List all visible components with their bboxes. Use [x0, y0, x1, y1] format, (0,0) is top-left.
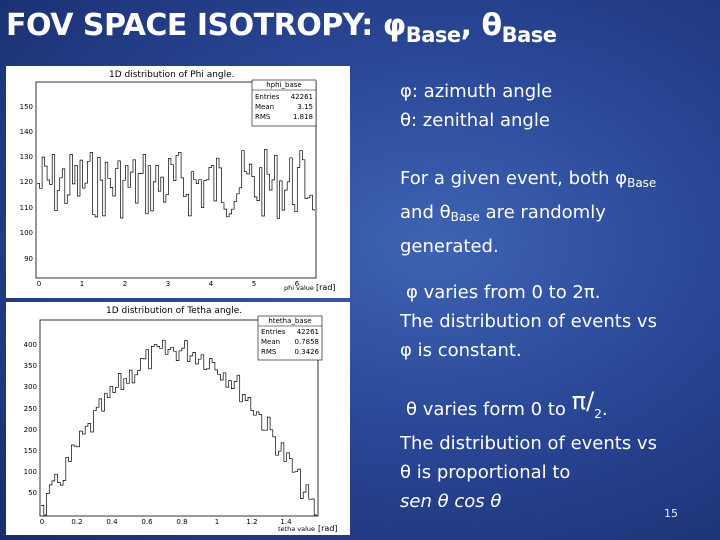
- para1-line2: and θBase are randomly: [400, 198, 656, 232]
- theta-stat-label: Mean: [261, 338, 280, 346]
- para1-line1: For a given event, both φBase: [400, 164, 656, 198]
- theta-stat-label: RMS: [261, 348, 277, 356]
- phi-xtick: 5: [252, 280, 256, 288]
- phi-histogram-svg: 1D distribution of Phi angle. 150 140 13…: [6, 66, 350, 298]
- phi-xtick: 6: [295, 280, 300, 288]
- para1-theta-sub: Base: [450, 210, 480, 224]
- para3-two: 2: [594, 407, 602, 421]
- paragraph-theta: θ varies form 0 to π/2. The distribution…: [400, 387, 657, 516]
- phi-definition: φ: azimuth angle: [400, 81, 553, 102]
- theta-stat-value: 0.3426: [295, 348, 320, 356]
- page-number: 15: [664, 507, 678, 520]
- title-phi: φ: [382, 8, 406, 43]
- title-text: FOV SPACE ISOTROPY:: [6, 8, 383, 43]
- theta-xtick: 0.8: [176, 518, 187, 526]
- para1-phi-sub: Base: [627, 176, 657, 190]
- para1-theta: θ: [439, 202, 451, 223]
- theta-ytick: 300: [24, 383, 37, 391]
- para2-line2: The distribution of events vs: [400, 311, 657, 332]
- para2-line3: φ is constant.: [400, 340, 522, 361]
- para3-dot: .: [601, 399, 608, 420]
- phi-ytick: 110: [20, 204, 33, 212]
- title-comma: ,: [460, 8, 482, 43]
- para3-text: θ varies form 0 to: [406, 399, 572, 420]
- theta-stat-value: 42261: [297, 328, 319, 336]
- theta-xtick: 0.4: [106, 518, 118, 526]
- para3-slash: /: [586, 387, 595, 415]
- angle-definitions: φ: azimuth angle θ: zenithal angle: [400, 77, 552, 135]
- phi-stats-box: [251, 79, 317, 127]
- para3-line2: The distribution of events vs: [400, 433, 657, 454]
- phi-xtick: 0: [37, 280, 41, 288]
- theta-xtick: 0: [40, 518, 44, 526]
- phi-xtick: 2: [123, 280, 127, 288]
- phi-ytick: 90: [24, 255, 33, 263]
- theta-unit: [rad]: [318, 524, 338, 533]
- phi-unit: [rad]: [316, 283, 336, 292]
- para1-line3: generated.: [400, 236, 499, 257]
- theta-definition: θ: zenithal angle: [400, 110, 550, 131]
- phi-xtick: 4: [209, 280, 214, 288]
- theta-xtick: 0.2: [71, 518, 82, 526]
- title-phi-sub: Base: [405, 23, 461, 47]
- phi-frame: [35, 81, 317, 279]
- phi-ytick: 140: [20, 128, 33, 136]
- theta-ytick: 350: [24, 362, 37, 370]
- phi-ytick: 120: [20, 178, 33, 186]
- phi-xtick: 1: [80, 280, 84, 288]
- theta-xtick: 0.6: [141, 518, 153, 526]
- title-theta: θ: [481, 8, 502, 43]
- theta-plot-title: 1D distribution of Tetha angle.: [106, 306, 242, 316]
- theta-histogram-line: [41, 339, 317, 516]
- theta-axis-label: tetha value: [278, 525, 315, 533]
- phi-stat-label: Mean: [255, 103, 274, 111]
- theta-ytick: 200: [24, 426, 37, 434]
- phi-stat-value: 42261: [291, 93, 313, 101]
- phi-stats-name: hphi_base: [266, 81, 301, 89]
- phi-histogram-line: [37, 149, 315, 219]
- theta-xtick: 1: [215, 518, 219, 526]
- theta-stats-name: htetha_base: [268, 317, 311, 325]
- theta-ytick: 250: [24, 405, 37, 413]
- phi-ytick: 100: [20, 229, 33, 237]
- phi-stat-label: RMS: [255, 113, 271, 121]
- theta-stat-value: 0.7858: [295, 338, 320, 346]
- theta-ytick: 150: [24, 447, 37, 455]
- para1-phi: φ: [615, 168, 628, 189]
- para3-line4: sen θ cos θ: [400, 491, 502, 512]
- theta-stat-label: Entries: [261, 328, 286, 336]
- phi-ytick: 150: [20, 103, 33, 111]
- phi-stat-label: Entries: [255, 93, 280, 101]
- theta-frame: [39, 319, 319, 517]
- phi-ytick: 130: [20, 153, 33, 161]
- theta-stats-box: [257, 315, 323, 361]
- para1-text: For a given event, both: [400, 168, 616, 189]
- phi-xtick: 3: [166, 280, 170, 288]
- title-theta-sub: Base: [501, 23, 557, 47]
- para3-pi: π: [571, 387, 587, 415]
- para1-and: and: [400, 202, 440, 223]
- phi-axis-label: phi value: [284, 284, 314, 292]
- phi-stat-value: 1.818: [293, 113, 313, 121]
- phi-histogram: 1D distribution of Phi angle. 150 140 13…: [6, 66, 350, 298]
- theta-ytick: 400: [24, 341, 37, 349]
- phi-plot-title: 1D distribution of Phi angle.: [109, 70, 235, 80]
- slide-title: FOV SPACE ISOTROPY: φBase, θBase: [6, 8, 557, 47]
- theta-ytick: 100: [24, 468, 37, 476]
- paragraph-phi: φ varies from 0 to 2π. The distribution …: [400, 278, 657, 365]
- theta-xtick: 1.4: [280, 518, 292, 526]
- phi-stat-value: 3.15: [297, 103, 313, 111]
- theta-histogram-svg: 1D distribution of Tetha angle. 400 350 …: [6, 302, 350, 535]
- para3-line3: θ is proportional to: [400, 462, 571, 483]
- theta-ytick: 50: [28, 489, 37, 497]
- para3-line1: θ varies form 0 to π/2.: [400, 387, 657, 429]
- theta-histogram: 1D distribution of Tetha angle. 400 350 …: [6, 302, 350, 535]
- para1-rest: are randomly: [479, 202, 606, 223]
- theta-xtick: 1.2: [246, 518, 257, 526]
- paragraph-random: For a given event, both φBase and θBase …: [400, 164, 656, 261]
- para2-line1: φ varies from 0 to 2π.: [406, 282, 601, 303]
